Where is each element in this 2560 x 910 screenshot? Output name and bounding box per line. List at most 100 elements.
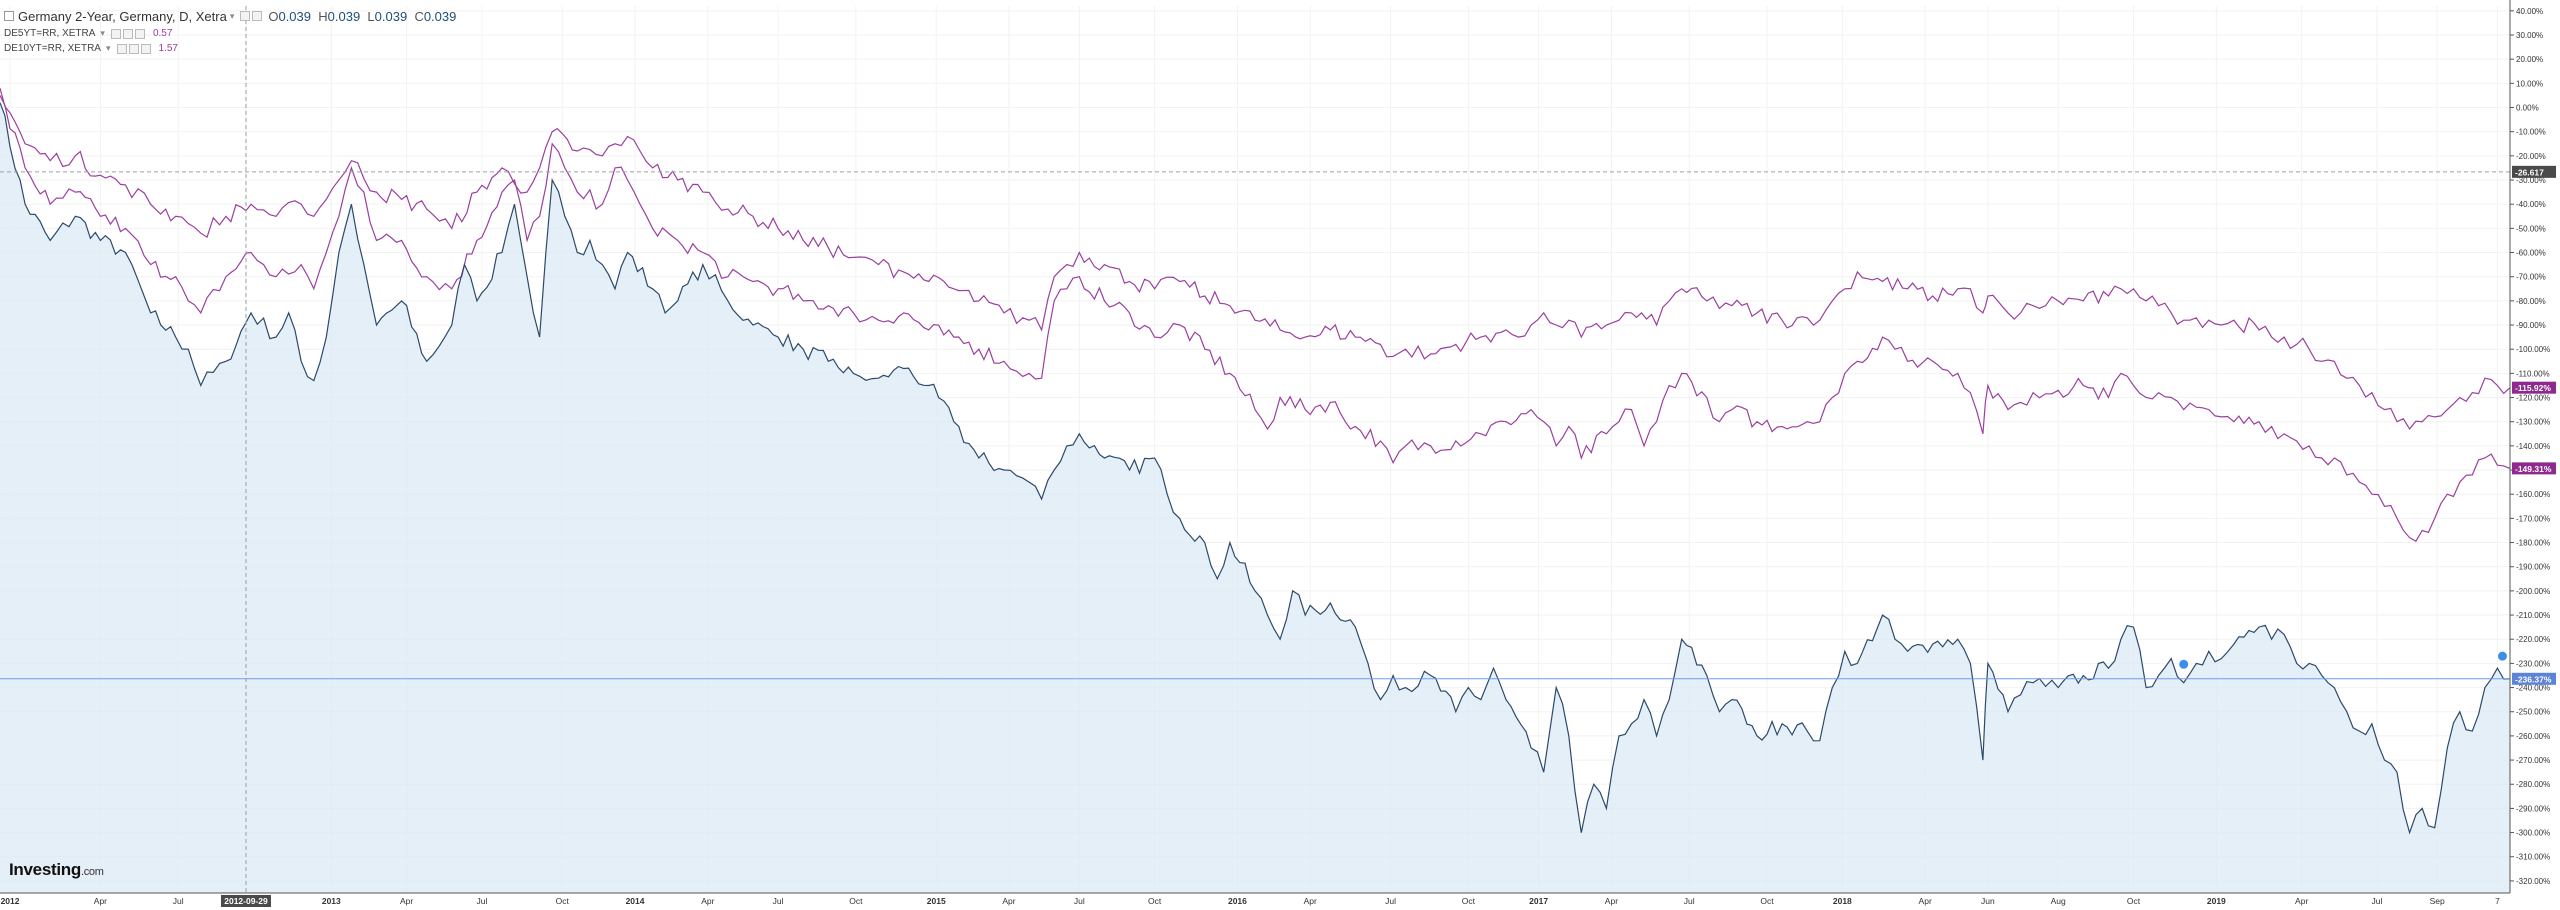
y-tick-label: -170.00%	[2516, 514, 2550, 523]
x-tick-label: Apr	[1605, 896, 1618, 906]
y-tick-label: -270.00%	[2516, 756, 2550, 765]
x-tick-label: Jul	[1074, 896, 1085, 906]
y-tick-label: -90.00%	[2516, 321, 2546, 330]
investing-logo: Investing.com	[9, 860, 104, 879]
y-tick-label: -40.00%	[2516, 200, 2546, 209]
legend-compare-row[interactable]: DE5YT=RR, XETRA ▾ 0.57	[4, 26, 456, 41]
settings-icon[interactable]	[240, 11, 251, 21]
x-tick-label: Jun	[1981, 896, 1995, 906]
symbol-title[interactable]: Germany 2-Year, Germany, D, Xetra	[18, 8, 227, 24]
x-tick-label: Sep	[2430, 896, 2445, 906]
x-tick-label: Oct	[1760, 896, 1774, 906]
y-tick-label: 40.00%	[2516, 7, 2543, 16]
close-icon[interactable]	[134, 28, 145, 39]
crosshair-price-label: -26.617	[2515, 167, 2544, 177]
x-tick-label: Jul	[1684, 896, 1695, 906]
hide-icon[interactable]	[252, 11, 263, 21]
y-tick-label: -50.00%	[2516, 224, 2546, 233]
chevron-down-icon[interactable]: ▾	[229, 10, 235, 21]
y-tick-label: -220.00%	[2516, 635, 2550, 644]
y-tick-label: -140.00%	[2516, 442, 2550, 451]
x-tick-label: Jul	[2372, 896, 2383, 906]
settings-icon[interactable]	[116, 43, 127, 54]
series-5y-last-label: -149.31%	[2515, 464, 2552, 474]
hide-icon[interactable]	[122, 28, 133, 39]
chevron-down-icon[interactable]: ▾	[100, 28, 105, 38]
settings-icon[interactable]	[110, 28, 121, 39]
y-tick-label: -30.00%	[2516, 176, 2546, 185]
x-tick-label: Apr	[94, 896, 107, 906]
main-series-area	[0, 102, 2510, 893]
crosshair-price-label-bg	[2512, 165, 2556, 178]
x-tick-label: 2013	[322, 896, 341, 906]
y-tick-label: -280.00%	[2516, 780, 2550, 789]
main-series-line[interactable]	[0, 102, 2511, 835]
x-tick-label: Jul	[773, 896, 784, 906]
main-last-label-bg	[2512, 672, 2556, 685]
y-tick-label: -100.00%	[2516, 345, 2550, 354]
y-tick-label: -60.00%	[2516, 249, 2546, 258]
compare-symbol[interactable]: DE10YT=RR, XETRA	[4, 43, 101, 54]
x-tick-label: Apr	[400, 896, 413, 906]
x-tick-label: Oct	[556, 896, 570, 906]
series-5y-last-label-bg	[2512, 462, 2556, 475]
y-tick-label: 0.00%	[2516, 104, 2539, 113]
x-tick-label: Jul	[173, 896, 184, 906]
x-tick-label: Apr	[1002, 896, 1015, 906]
y-tick-label: -300.00%	[2516, 829, 2550, 838]
y-tick-label: -20.00%	[2516, 152, 2546, 161]
x-tick-label: 2016	[1228, 896, 1247, 906]
y-tick-label: -80.00%	[2516, 297, 2546, 306]
x-tick-label: Oct	[1148, 896, 1162, 906]
x-tick-label: Apr	[701, 896, 714, 906]
x-tick-label: 2018	[1833, 896, 1852, 906]
x-tick-label: Apr	[1304, 896, 1317, 906]
legend-compare-row[interactable]: DE10YT=RR, XETRA ▾ 1.57	[4, 41, 456, 56]
collapse-icon[interactable]	[4, 11, 14, 21]
legend-main-row[interactable]: Germany 2-Year, Germany, D, Xetra ▾ O0.0…	[4, 6, 456, 26]
chevron-down-icon[interactable]: ▾	[105, 43, 111, 53]
x-tick-label: Jul	[476, 896, 487, 906]
price-axis-bg	[2510, 0, 2560, 910]
crosshair-date-bg	[220, 895, 271, 907]
y-tick-label: -70.00%	[2516, 273, 2546, 282]
x-tick-label: Oct	[1462, 896, 1476, 906]
y-tick-label: -180.00%	[2516, 539, 2550, 548]
x-tick-label: Apr	[1919, 896, 1932, 906]
series-10y-last-label-bg	[2512, 381, 2556, 394]
y-tick-label: -200.00%	[2516, 587, 2550, 596]
x-tick-label: Oct	[849, 896, 863, 906]
event-marker-icon[interactable]	[2178, 658, 2190, 670]
series-10y-last-label: -115.92%	[2515, 383, 2551, 393]
event-markers	[2178, 650, 2508, 670]
y-tick-label: -120.00%	[2516, 394, 2550, 403]
y-tick-label: 20.00%	[2516, 55, 2543, 64]
y-tick-label: -130.00%	[2516, 418, 2550, 427]
compare-series-5y-line[interactable]	[0, 95, 2511, 543]
x-tick-label: 2019	[2207, 896, 2226, 906]
compare-symbol[interactable]: DE5YT=RR, XETRA	[4, 28, 96, 39]
y-tick-label: -230.00%	[2516, 659, 2550, 668]
y-tick-label: -310.00%	[2516, 853, 2550, 862]
compare-value: 1.57	[158, 43, 178, 54]
y-tick-label: -10.00%	[2516, 128, 2546, 137]
y-tick-label: -190.00%	[2516, 563, 2550, 572]
y-tick-label: -110.00%	[2516, 369, 2550, 378]
compare-value: 0.57	[152, 28, 173, 39]
y-tick-label: -210.00%	[2516, 611, 2550, 620]
price-axis[interactable]: 40.00% 30.00% 20.00% 10.00% 0.00% -10.00% -20.…	[2509, 0, 2560, 910]
y-tick-label: -320.00%	[2516, 877, 2550, 886]
x-tick-label: Aug	[2051, 896, 2066, 906]
x-tick-label: Oct	[2127, 896, 2141, 906]
event-marker-icon[interactable]	[2496, 650, 2508, 662]
compare-series-10y-line[interactable]	[0, 88, 2511, 431]
time-axis[interactable]: 2012 Apr Jul 2012-09-29 2013 Apr Jul Oct 2014 Apr…	[0, 892, 2510, 910]
hide-icon[interactable]	[128, 43, 139, 54]
y-tick-label: -160.00%	[2516, 490, 2550, 499]
y-tick-label: -260.00%	[2516, 732, 2550, 741]
close-icon[interactable]	[140, 43, 151, 54]
y-tick-label: -250.00%	[2516, 708, 2550, 717]
x-tick-label: Jul	[1385, 896, 1396, 906]
x-tick-label: 2017	[1529, 896, 1548, 906]
